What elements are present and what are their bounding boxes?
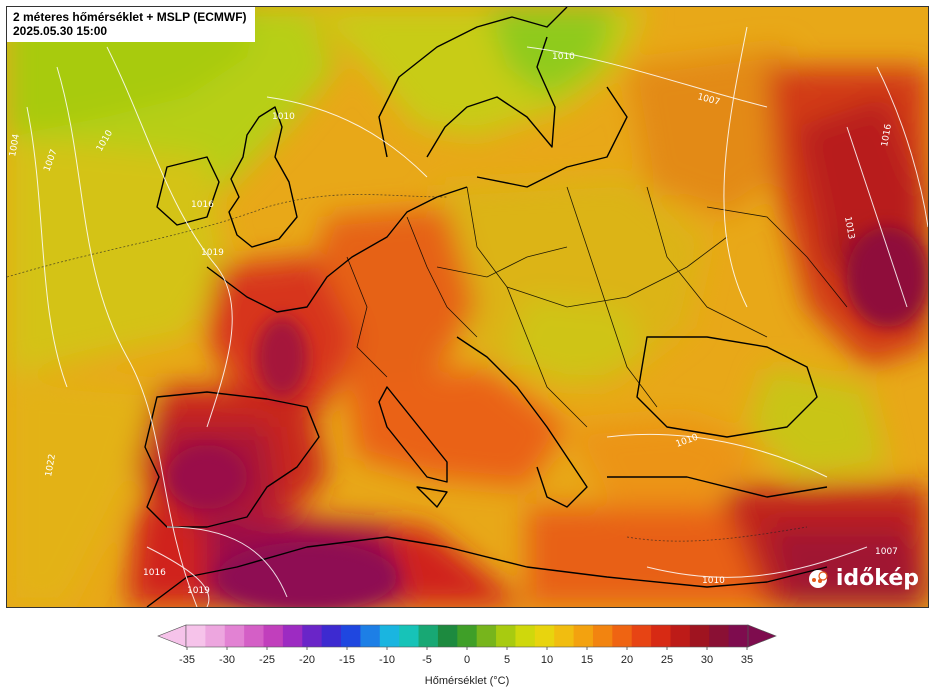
cloud-sun-icon: [808, 569, 828, 588]
isobar-label: 1016: [880, 123, 894, 148]
isobar-label: 1013: [842, 216, 856, 240]
legend-tick-label: -20: [299, 654, 315, 666]
legend-swatch: [282, 625, 303, 647]
legend-arrow-high: [747, 624, 777, 648]
legend-swatch: [302, 625, 323, 647]
legend-swatch: [515, 625, 536, 647]
legend-title: Hőmérséklet (°C): [425, 675, 509, 687]
legend-swatch: [186, 625, 206, 647]
isobar-label: 1022: [44, 453, 58, 477]
legend-swatch: [399, 625, 420, 647]
isobar-label: 1019: [201, 248, 224, 258]
legend-swatch: [437, 625, 458, 647]
legend-tick-label: -15: [339, 654, 355, 666]
isobar-label: 1016: [191, 200, 214, 210]
legend-swatch: [476, 625, 497, 647]
isobar-labels: 1004 1007 1010 1010 1010 1013 1016 1016 …: [8, 52, 898, 596]
legend-swatch: [360, 625, 381, 647]
legend-swatch: [341, 625, 362, 647]
isobar-label: 1010: [272, 112, 295, 122]
legend-swatch: [263, 625, 284, 647]
map-canvas: 1004 1007 1010 1010 1010 1013 1016 1016 …: [7, 7, 928, 607]
legend-tick-label: -10: [379, 654, 395, 666]
brand-logo: időkép: [806, 566, 919, 591]
temperature-map: 1004 1007 1010 1010 1010 1013 1016 1016 …: [6, 6, 929, 608]
map-datetime: 2025.05.30 15:00: [13, 24, 108, 38]
legend-swatch: [205, 625, 226, 647]
isobars: [26, 26, 928, 607]
legend-swatch: [321, 625, 342, 647]
legend-swatch: [224, 625, 245, 647]
legend-swatch: [670, 625, 691, 647]
legend-swatch: [573, 625, 594, 647]
legend-swatch: [554, 625, 575, 647]
legend-swatch: [728, 625, 749, 647]
legend-tick-label: 15: [581, 654, 593, 666]
isobar-label: 1010: [552, 52, 575, 62]
isobar-label: 1019: [187, 586, 210, 596]
legend-tick-label: 35: [741, 654, 753, 666]
legend-tick-label: 25: [661, 654, 673, 666]
legend-swatch: [457, 625, 478, 647]
isobar-label: 1016: [143, 568, 166, 578]
borders: [346, 186, 848, 428]
legend-arrow-low: [157, 624, 187, 648]
legend-ticks: -35 -30 -25 -20 -15 -10 -5 0 5 10 15 20 25 30 35: [179, 647, 753, 666]
legend-tick-label: -35: [179, 654, 195, 666]
legend-color-bar: [157, 624, 777, 648]
legend-tick-label: -5: [422, 654, 432, 666]
legend-tick-label: -25: [259, 654, 275, 666]
legend-swatch: [496, 625, 517, 647]
legend-swatch: [631, 625, 652, 647]
coastlines: [144, 7, 828, 607]
legend-swatch: [612, 625, 633, 647]
isobar-label: 1004: [8, 133, 22, 158]
legend-swatch: [244, 625, 265, 647]
logo-text: időkép: [835, 566, 919, 591]
isobar-label: 1007: [875, 547, 898, 557]
legend-swatch: [379, 625, 400, 647]
legend-swatch: [592, 625, 613, 647]
frontal-lines: [7, 194, 808, 542]
legend-tick-label: -30: [219, 654, 235, 666]
map-title-box: 2 méteres hőmérséklet + MSLP (ECMWF) 202…: [7, 7, 255, 42]
legend-swatch: [534, 625, 555, 647]
legend-swatch: [651, 625, 672, 647]
legend-tick-label: 0: [464, 654, 470, 666]
legend-tick-label: 20: [621, 654, 633, 666]
map-title: 2 méteres hőmérséklet + MSLP (ECMWF): [13, 10, 247, 24]
isobar-label: 1010: [702, 576, 725, 586]
legend-tick-label: 5: [504, 654, 510, 666]
temperature-legend: -35 -30 -25 -20 -15 -10 -5 0 5 10 15 20 25 30 35 Hőmér…: [157, 624, 777, 687]
legend-swatch: [689, 625, 710, 647]
legend-tick-label: 30: [701, 654, 713, 666]
legend-swatch: [709, 625, 730, 647]
legend-swatch: [418, 625, 439, 647]
legend-tick-label: 10: [541, 654, 553, 666]
